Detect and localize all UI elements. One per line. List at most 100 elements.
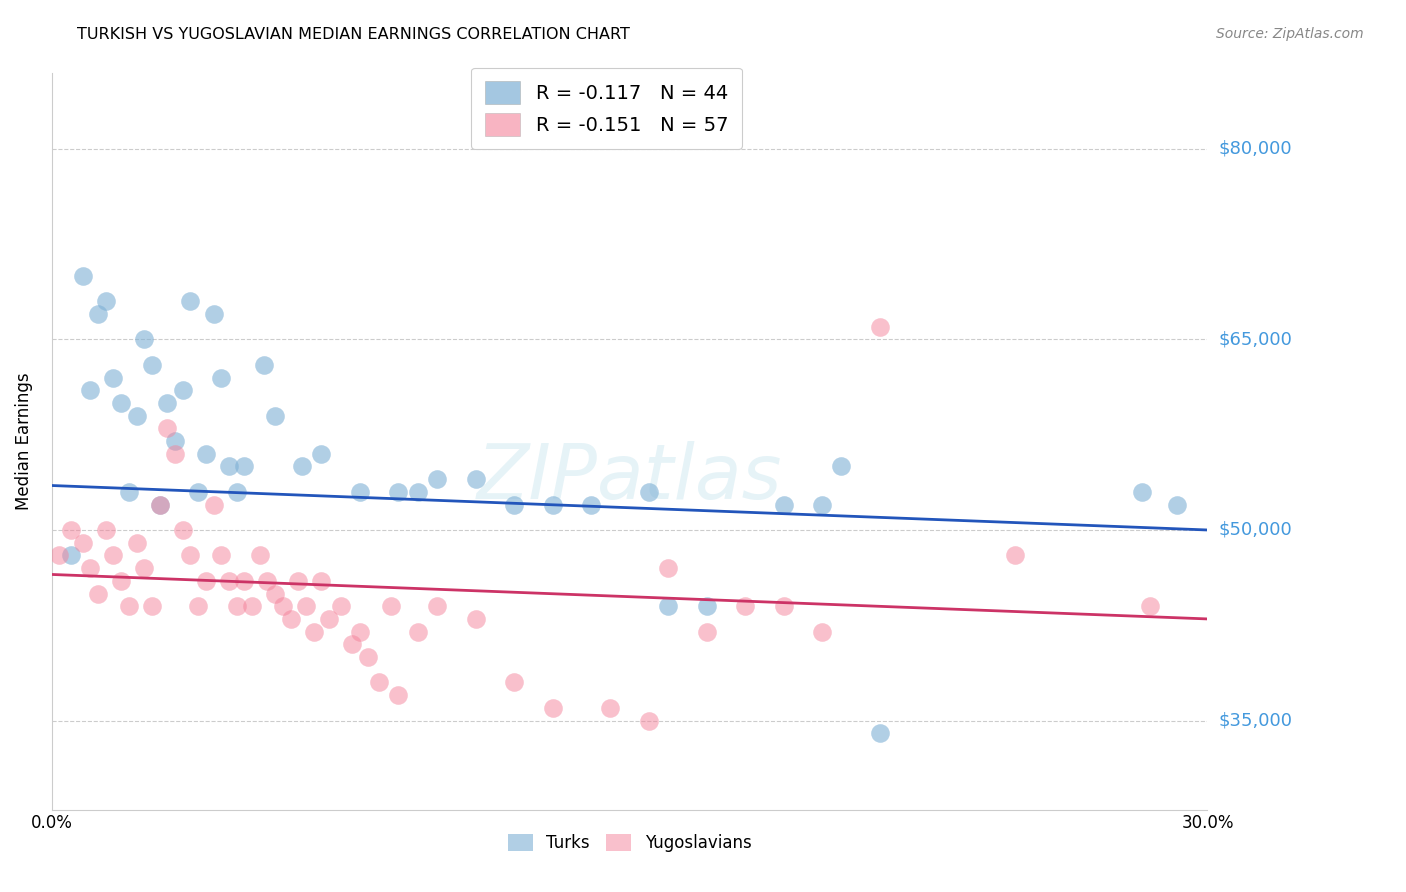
- Text: Source: ZipAtlas.com: Source: ZipAtlas.com: [1216, 27, 1364, 41]
- Point: [94, 523, 117, 537]
- Point: [1130, 484, 1153, 499]
- Point: [579, 498, 602, 512]
- Point: [134, 561, 156, 575]
- Point: [356, 650, 378, 665]
- Legend: R = -0.117   N = 44, R = -0.151   N = 57: R = -0.117 N = 44, R = -0.151 N = 57: [471, 68, 741, 149]
- Point: [103, 549, 125, 563]
- Point: [209, 370, 232, 384]
- Point: [772, 498, 794, 512]
- Point: [387, 688, 409, 702]
- Point: [194, 574, 217, 588]
- Point: [831, 459, 853, 474]
- Point: [202, 307, 225, 321]
- Point: [225, 484, 247, 499]
- Point: [125, 535, 148, 549]
- Point: [60, 549, 83, 563]
- Point: [311, 574, 333, 588]
- Point: [79, 383, 101, 397]
- Point: [295, 599, 318, 614]
- Point: [657, 599, 679, 614]
- Point: [60, 523, 83, 537]
- Point: [134, 332, 156, 346]
- Point: [141, 599, 163, 614]
- Point: [464, 472, 486, 486]
- Point: [869, 726, 891, 740]
- Point: [48, 549, 70, 563]
- Point: [734, 599, 756, 614]
- Point: [349, 624, 371, 639]
- Point: [163, 447, 186, 461]
- Point: [271, 599, 294, 614]
- Point: [240, 599, 263, 614]
- Point: [118, 484, 141, 499]
- Text: ZIPatlas: ZIPatlas: [477, 441, 782, 515]
- Point: [426, 472, 449, 486]
- Point: [311, 447, 333, 461]
- Point: [179, 549, 201, 563]
- Point: [811, 498, 834, 512]
- Point: [110, 396, 132, 410]
- Point: [172, 523, 194, 537]
- Point: [218, 459, 240, 474]
- Point: [1004, 549, 1026, 563]
- Point: [225, 599, 247, 614]
- Point: [264, 586, 287, 600]
- Point: [638, 484, 661, 499]
- Point: [218, 574, 240, 588]
- Point: [503, 675, 526, 690]
- Point: [329, 599, 352, 614]
- Point: [72, 535, 94, 549]
- Point: [869, 319, 891, 334]
- Point: [287, 574, 309, 588]
- Point: [696, 624, 718, 639]
- Point: [503, 498, 526, 512]
- Point: [368, 675, 391, 690]
- Point: [103, 370, 125, 384]
- Text: $50,000: $50,000: [1219, 521, 1292, 539]
- Point: [179, 294, 201, 309]
- Point: [291, 459, 314, 474]
- Point: [657, 561, 679, 575]
- Point: [406, 624, 429, 639]
- Point: [280, 612, 302, 626]
- Point: [209, 549, 232, 563]
- Point: [696, 599, 718, 614]
- Point: [253, 358, 276, 372]
- Text: $65,000: $65,000: [1219, 330, 1292, 349]
- Point: [464, 612, 486, 626]
- Text: $80,000: $80,000: [1219, 140, 1292, 158]
- Text: $35,000: $35,000: [1219, 712, 1292, 730]
- Point: [387, 484, 409, 499]
- Point: [406, 484, 429, 499]
- Point: [141, 358, 163, 372]
- Point: [380, 599, 402, 614]
- Point: [1166, 498, 1188, 512]
- Point: [172, 383, 194, 397]
- Point: [256, 574, 278, 588]
- Point: [249, 549, 271, 563]
- Point: [426, 599, 449, 614]
- Text: TURKISH VS YUGOSLAVIAN MEDIAN EARNINGS CORRELATION CHART: TURKISH VS YUGOSLAVIAN MEDIAN EARNINGS C…: [77, 27, 630, 42]
- Point: [349, 484, 371, 499]
- Point: [156, 421, 179, 435]
- Point: [118, 599, 141, 614]
- Point: [94, 294, 117, 309]
- Point: [72, 268, 94, 283]
- Point: [1139, 599, 1161, 614]
- Point: [87, 586, 110, 600]
- Point: [202, 498, 225, 512]
- Point: [79, 561, 101, 575]
- Point: [110, 574, 132, 588]
- Point: [342, 637, 364, 651]
- Point: [125, 409, 148, 423]
- Point: [772, 599, 794, 614]
- Point: [87, 307, 110, 321]
- Point: [541, 701, 564, 715]
- Point: [638, 714, 661, 728]
- Point: [149, 498, 172, 512]
- Point: [318, 612, 340, 626]
- Point: [599, 701, 621, 715]
- Point: [163, 434, 186, 448]
- Point: [541, 498, 564, 512]
- Y-axis label: Median Earnings: Median Earnings: [15, 372, 32, 510]
